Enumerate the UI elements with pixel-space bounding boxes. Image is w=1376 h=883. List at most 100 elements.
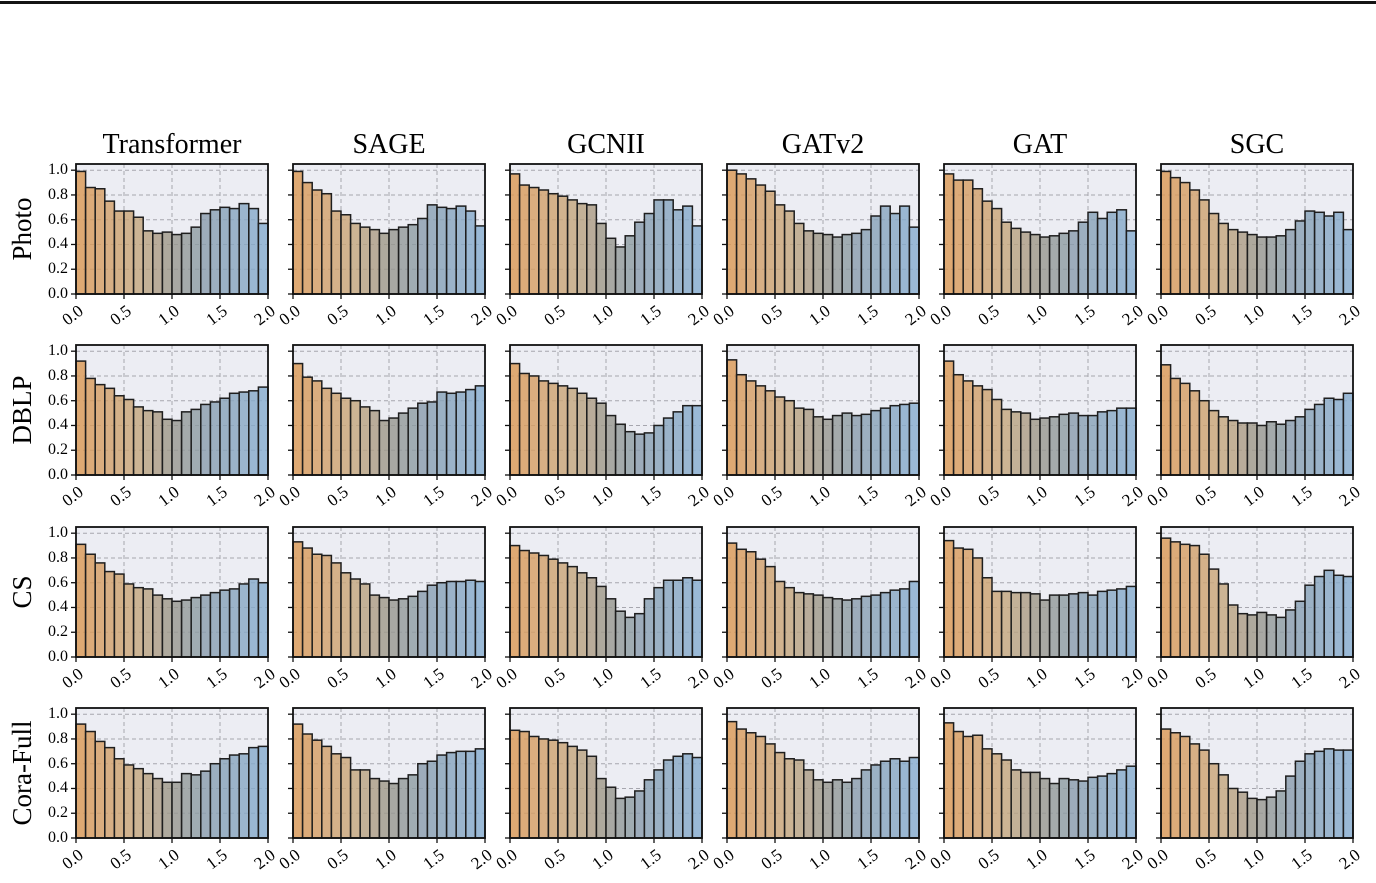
histogram-bar bbox=[340, 756, 352, 839]
histogram-subplot bbox=[722, 163, 920, 299]
histogram-bar bbox=[1208, 212, 1220, 295]
histogram-bar bbox=[624, 430, 636, 476]
x-tick-label: 0.5 bbox=[1191, 482, 1220, 511]
histogram-bar bbox=[851, 414, 863, 476]
x-tick-label: 1.5 bbox=[1287, 301, 1316, 330]
y-tick-label: 0.2 bbox=[48, 804, 68, 822]
subplot-canvas bbox=[71, 344, 269, 480]
subplot-canvas bbox=[71, 526, 269, 662]
histogram-bar bbox=[682, 753, 694, 839]
histogram-bar bbox=[171, 233, 183, 295]
histogram-bar bbox=[879, 205, 891, 295]
subplot-canvas bbox=[505, 707, 703, 843]
x-tick-label: 0.5 bbox=[1191, 301, 1220, 330]
histogram-bar bbox=[783, 399, 795, 476]
histogram-bar bbox=[822, 781, 834, 839]
histogram-bar bbox=[1029, 593, 1041, 658]
histogram-bar bbox=[1189, 189, 1201, 295]
histogram-bar bbox=[1198, 199, 1210, 295]
histogram-bar bbox=[547, 192, 559, 295]
histogram-bar bbox=[1285, 228, 1297, 295]
histogram-bar bbox=[735, 728, 747, 839]
histogram-bar bbox=[180, 411, 192, 476]
histogram-bar bbox=[774, 751, 786, 839]
histogram-bar bbox=[682, 404, 694, 476]
histogram-bar bbox=[1087, 594, 1099, 658]
histogram-bar bbox=[1217, 222, 1229, 295]
x-tick-label: 1.0 bbox=[1239, 845, 1268, 874]
histogram-bar bbox=[1116, 209, 1128, 295]
histogram-bar bbox=[879, 760, 891, 839]
histogram-bar bbox=[1342, 749, 1354, 839]
histogram-bar bbox=[248, 390, 260, 476]
axes-border bbox=[726, 526, 920, 658]
histogram-bar bbox=[1304, 408, 1316, 476]
x-tick-label: 1.0 bbox=[588, 482, 617, 511]
histogram-bar bbox=[889, 212, 901, 295]
x-tick-label: 0.0 bbox=[58, 845, 87, 874]
histogram-bar bbox=[238, 583, 250, 658]
histogram-bar bbox=[745, 551, 757, 658]
histogram-bar bbox=[793, 222, 805, 295]
histogram-bar bbox=[1198, 399, 1210, 476]
x-tick-label: 1.0 bbox=[805, 482, 834, 511]
histogram-bar bbox=[538, 738, 550, 839]
histogram-bar bbox=[812, 416, 824, 476]
histogram-bar bbox=[1010, 591, 1022, 658]
histogram-bar bbox=[576, 749, 588, 839]
histogram-bar bbox=[643, 432, 655, 476]
histogram-bar bbox=[417, 217, 429, 295]
histogram-bar bbox=[1246, 422, 1258, 476]
histogram-bar bbox=[1313, 575, 1325, 658]
x-tick-label: 0.0 bbox=[58, 664, 87, 693]
histogram-bar bbox=[1265, 796, 1277, 839]
subplot-canvas bbox=[288, 163, 486, 299]
histogram-bar bbox=[257, 222, 269, 295]
histogram-bar bbox=[1077, 591, 1089, 658]
histogram-bar bbox=[349, 769, 361, 839]
histogram-bar bbox=[783, 586, 795, 658]
y-tick-label: 0.0 bbox=[48, 466, 68, 483]
histogram-bar bbox=[899, 588, 911, 658]
histogram-bar bbox=[1275, 235, 1287, 295]
histogram-bar bbox=[793, 759, 805, 839]
histogram-bar bbox=[1189, 743, 1201, 839]
y-tick-label: 0.0 bbox=[48, 648, 68, 665]
histogram-bar bbox=[870, 594, 882, 658]
axes-border bbox=[726, 707, 920, 839]
histogram-bar bbox=[301, 376, 313, 476]
histogram-bar bbox=[465, 579, 477, 658]
x-tick-label: 0.5 bbox=[757, 845, 786, 874]
histogram-bar bbox=[653, 199, 665, 295]
histogram-bar bbox=[219, 758, 231, 839]
histogram-bar bbox=[899, 205, 911, 295]
histogram-bar bbox=[1313, 750, 1325, 839]
histogram-bar bbox=[436, 391, 448, 476]
x-tick-label: 0.0 bbox=[58, 482, 87, 511]
histogram-bar bbox=[417, 402, 429, 476]
axes-border bbox=[509, 163, 703, 295]
histogram-bar bbox=[831, 236, 843, 295]
histogram-bar bbox=[1068, 230, 1080, 295]
histogram-bar bbox=[340, 214, 352, 295]
y-tick-label: 0.4 bbox=[48, 235, 68, 253]
x-tick-label: 1.0 bbox=[588, 664, 617, 693]
histogram-bar bbox=[1125, 585, 1137, 658]
histogram-bar bbox=[349, 578, 361, 658]
histogram-bar bbox=[445, 580, 457, 658]
histogram-bar bbox=[200, 770, 212, 839]
histogram-bar bbox=[860, 595, 872, 658]
histogram-bar bbox=[378, 596, 390, 658]
histogram-bar bbox=[407, 223, 419, 295]
histogram-subplot bbox=[505, 526, 703, 662]
column-title: SGC bbox=[1229, 129, 1285, 160]
x-tick-label: 1.5 bbox=[202, 845, 231, 874]
histogram-subplot bbox=[505, 707, 703, 843]
histogram-bar bbox=[1068, 412, 1080, 476]
histogram-bar bbox=[682, 577, 694, 658]
histogram-bar bbox=[474, 748, 486, 839]
y-tick-label: 0.6 bbox=[48, 391, 68, 409]
page-top-rule bbox=[0, 1, 1376, 4]
histogram-bar bbox=[1010, 227, 1022, 295]
histogram-bar bbox=[1342, 575, 1354, 658]
